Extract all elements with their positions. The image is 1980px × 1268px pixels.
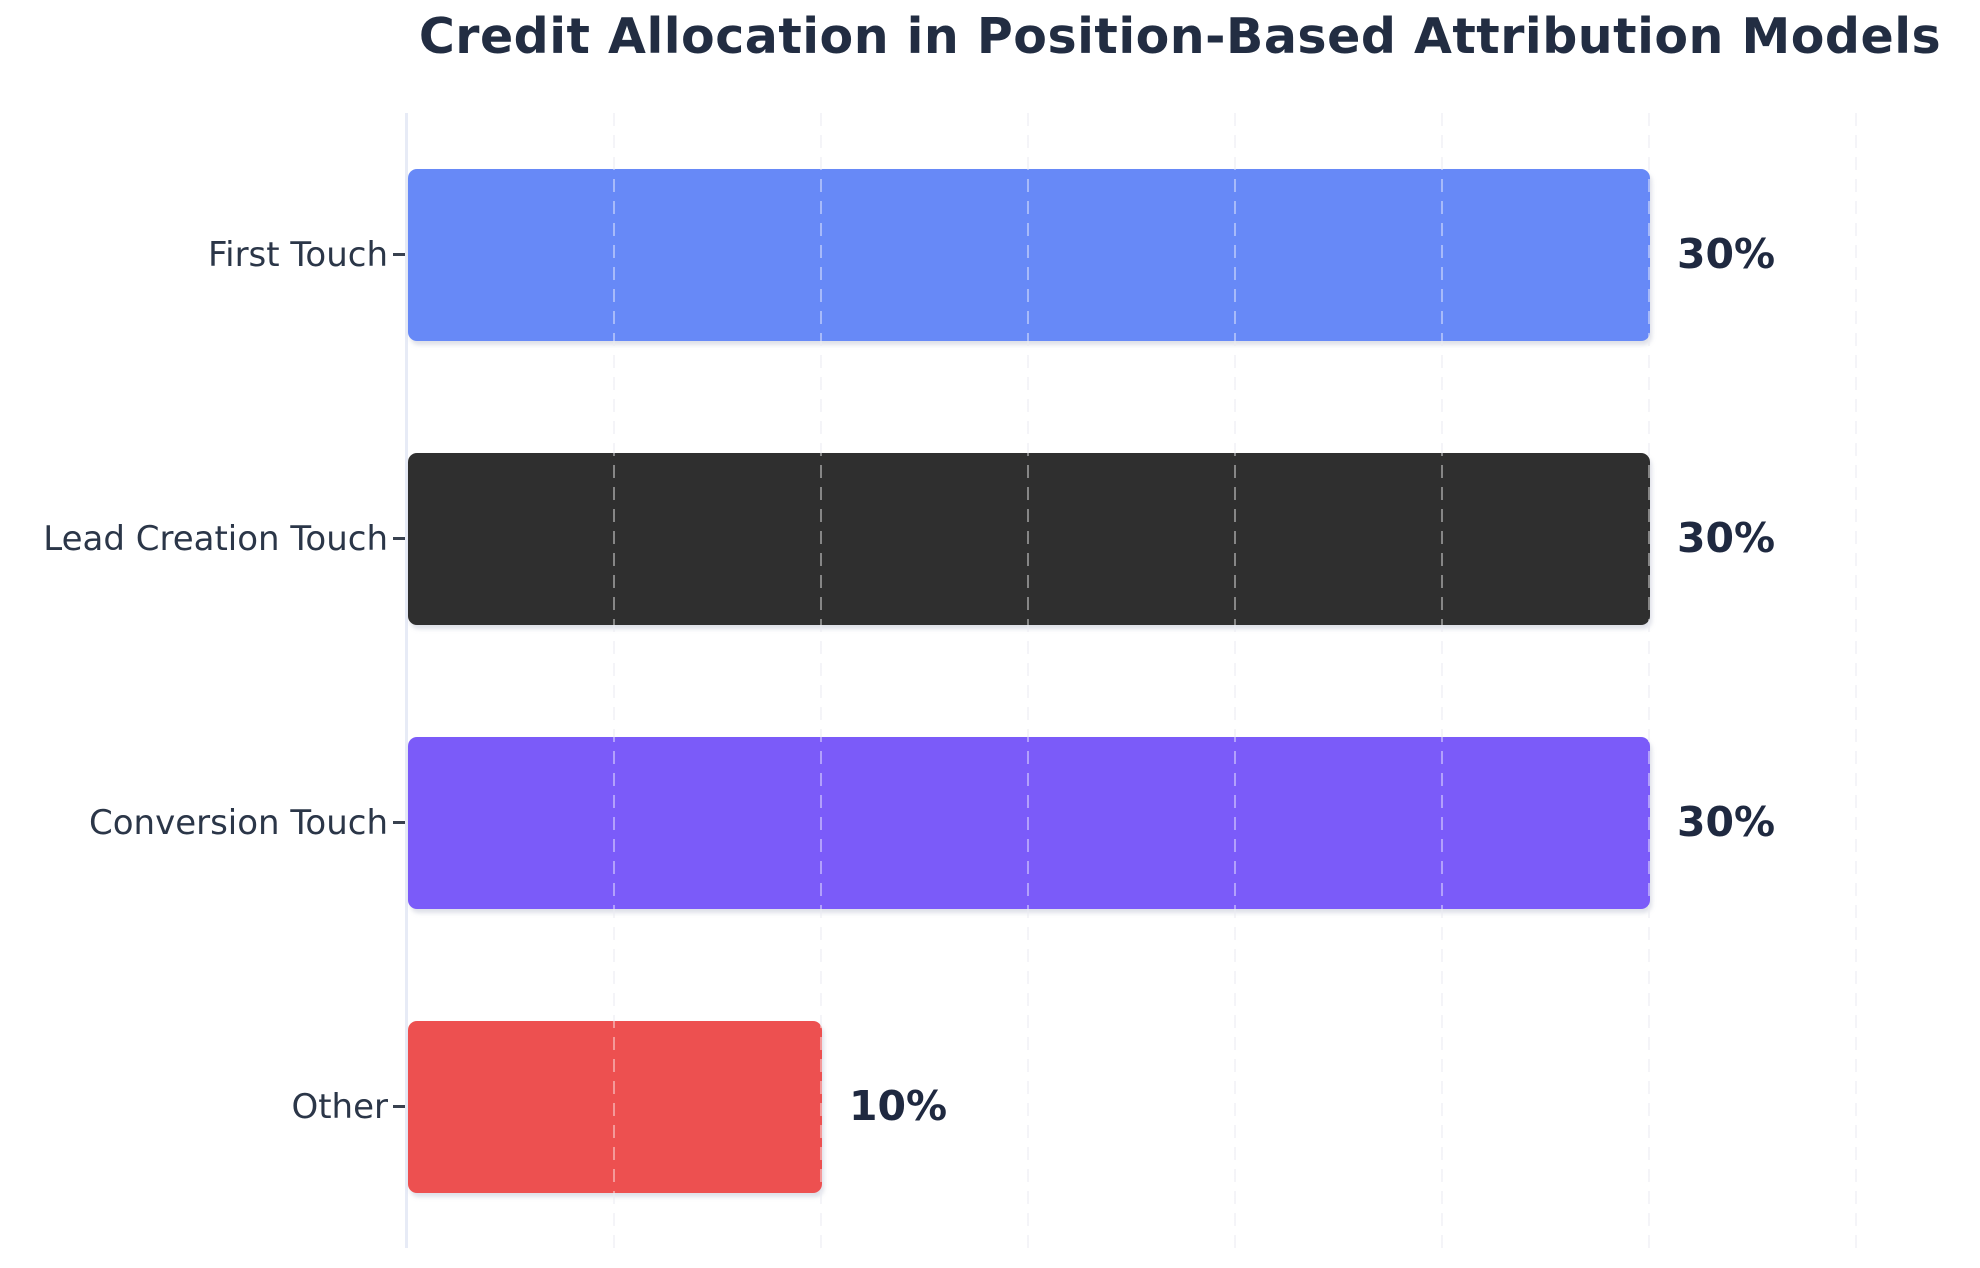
category-label-first-touch: First Touch [208, 235, 388, 275]
category-label-lead-creation-touch: Lead Creation Touch [43, 519, 388, 559]
value-label-first-touch: 30% [1677, 230, 1776, 278]
gridline [1027, 113, 1029, 1248]
gridline [1855, 113, 1857, 1248]
gridline [820, 113, 822, 1248]
bar-lead-creation-touch [408, 453, 1650, 625]
gridline [1234, 113, 1236, 1248]
axis-tick [393, 1105, 405, 1108]
category-label-other: Other [291, 1087, 388, 1127]
value-label-lead-creation-touch: 30% [1677, 514, 1776, 562]
gridline [1441, 113, 1443, 1248]
gridline [1027, 113, 1029, 1248]
gridline [820, 113, 822, 1248]
chart-title: Credit Allocation in Position-Based Attr… [418, 8, 1942, 65]
gridline [613, 113, 615, 1248]
y-axis-line [405, 113, 408, 1248]
axis-tick [393, 821, 405, 824]
axis-tick [393, 253, 405, 256]
bar-conversion-touch [408, 737, 1650, 909]
value-label-conversion-touch: 30% [1677, 798, 1776, 846]
gridline [1648, 113, 1650, 1248]
axis-tick [393, 537, 405, 540]
value-label-other: 10% [849, 1082, 948, 1130]
gridline [1441, 113, 1443, 1248]
bar-first-touch [408, 169, 1650, 341]
category-label-conversion-touch: Conversion Touch [88, 803, 388, 843]
gridline [1648, 113, 1650, 1248]
gridline [1855, 113, 1857, 1248]
gridline [613, 113, 615, 1248]
bar-other [408, 1021, 822, 1193]
gridline [1234, 113, 1236, 1248]
